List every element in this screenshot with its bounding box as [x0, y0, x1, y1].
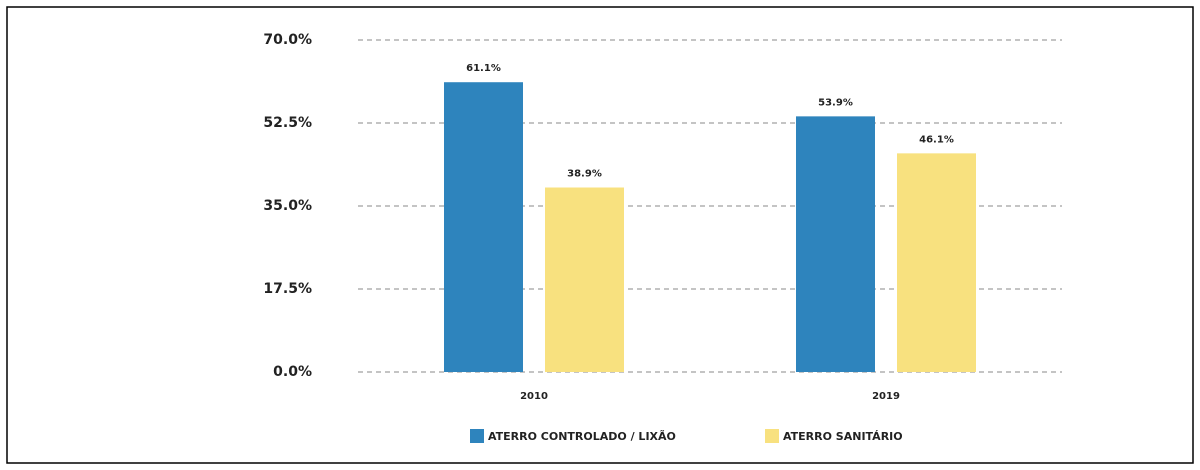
- bar: [545, 187, 624, 372]
- legend-swatch: [765, 429, 779, 443]
- bar: [796, 116, 875, 372]
- y-tick-label: 52.5%: [263, 115, 312, 131]
- x-tick-label: 2010: [520, 391, 548, 402]
- value-label: 53.9%: [818, 97, 853, 108]
- frame: [6, 6, 1194, 464]
- value-label: 46.1%: [919, 134, 954, 145]
- legend-label: ATERRO CONTROLADO / LIXÃO: [488, 430, 676, 443]
- y-tick-label: 70.0%: [263, 32, 312, 48]
- x-tick-label: 2019: [872, 391, 900, 402]
- y-tick-label: 17.5%: [263, 281, 312, 297]
- y-tick-label: 35.0%: [263, 198, 312, 214]
- value-label: 38.9%: [567, 169, 602, 180]
- legend-swatch: [470, 429, 484, 443]
- bar: [444, 82, 523, 372]
- value-label: 61.1%: [466, 63, 501, 74]
- y-tick-label: 0.0%: [273, 364, 312, 380]
- bar: [897, 153, 976, 372]
- legend-label: ATERRO SANITÁRIO: [783, 430, 903, 443]
